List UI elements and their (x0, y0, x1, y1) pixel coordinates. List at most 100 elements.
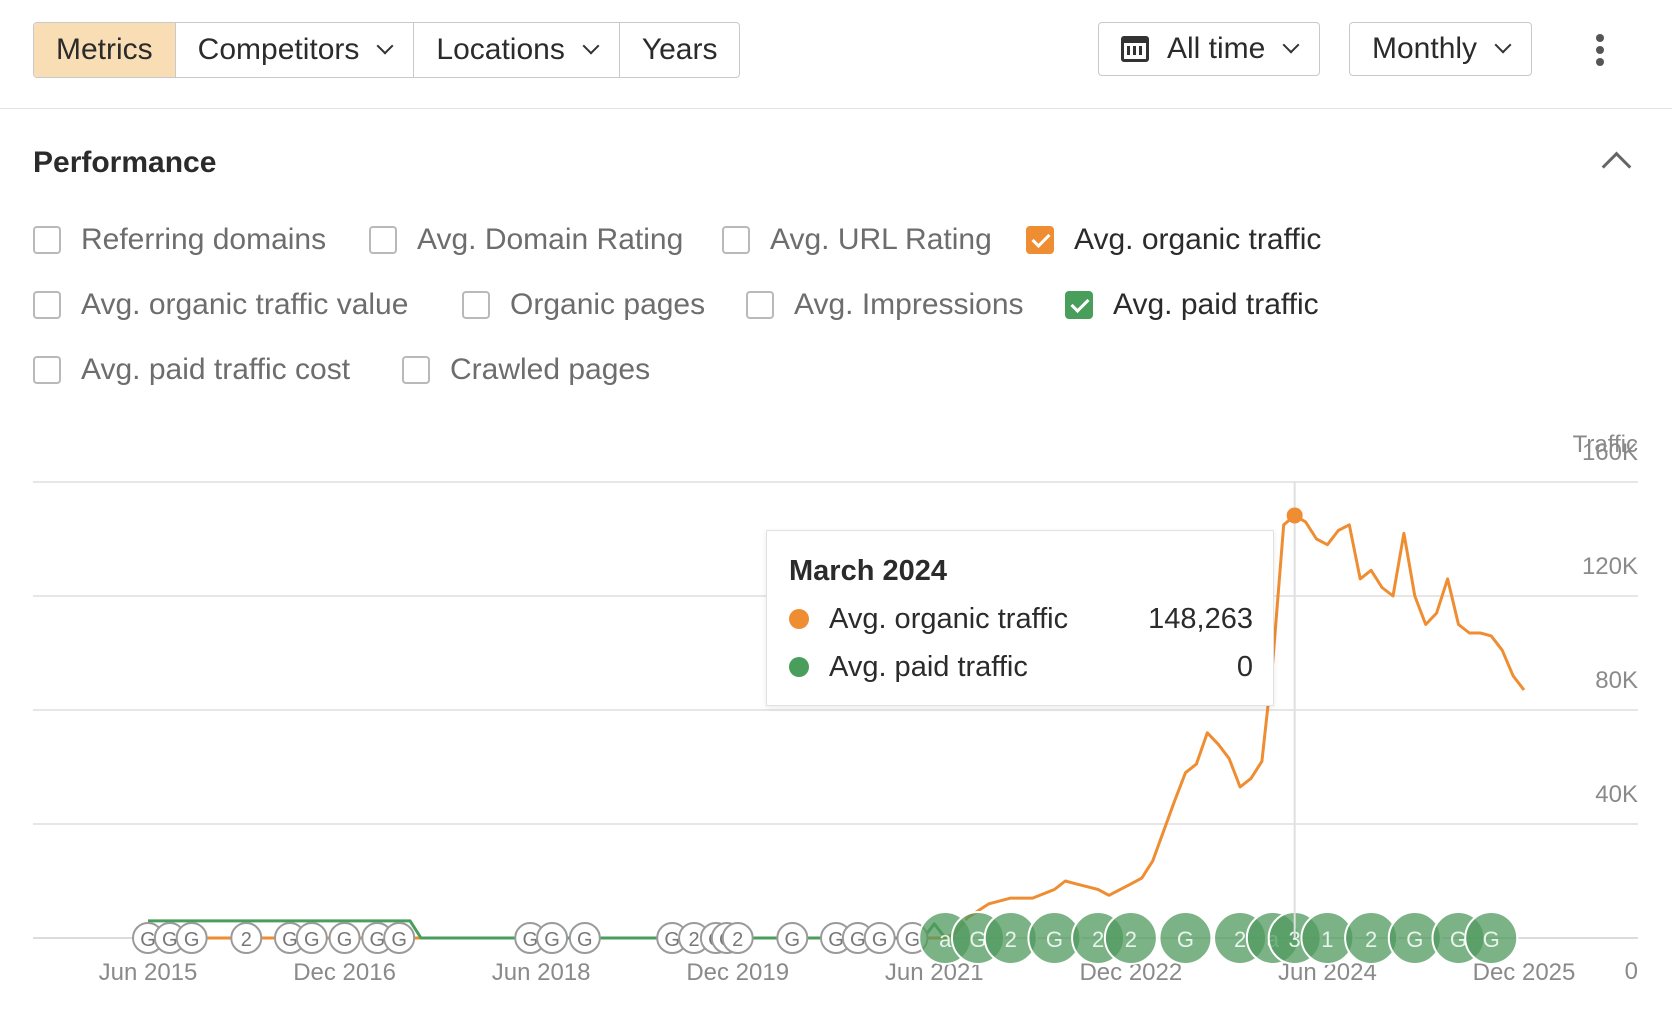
svg-text:G: G (162, 929, 178, 951)
chevron-down-icon (1494, 36, 1512, 54)
svg-text:G: G (391, 929, 407, 951)
checkbox-label: Crawled pages (450, 353, 651, 386)
svg-text:G: G (850, 929, 866, 951)
svg-text:G: G (184, 929, 200, 951)
svg-text:G: G (140, 929, 156, 951)
svg-text:G: G (1406, 927, 1423, 952)
svg-text:1: 1 (1321, 927, 1333, 952)
checkbox-box[interactable] (1026, 226, 1054, 254)
annotation-marker: G (820, 922, 852, 954)
hover-point (1286, 507, 1303, 524)
svg-text:3: 3 (1289, 927, 1301, 952)
svg-text:G: G (1450, 927, 1467, 952)
annotation-marker: 2 (721, 922, 754, 954)
y-tick-label: 120K (1582, 553, 1638, 580)
paid-dot-icon (789, 657, 809, 677)
metric-tabs: Metrics Competitors Locations Years (33, 22, 741, 78)
x-tick-label: Jun 2018 (492, 959, 591, 986)
checkbox-avg-url-rating[interactable]: Avg. URL Rating (722, 223, 992, 257)
checkbox-label: Referring domains (81, 223, 327, 256)
tab-competitors-label: Competitors (197, 33, 360, 66)
checkbox-avg-domain-rating[interactable]: Avg. Domain Rating (369, 223, 683, 257)
toolbar: Metrics Competitors Locations Years All … (0, 0, 1672, 109)
chevron-up-icon[interactable] (1601, 151, 1632, 182)
period-dropdown[interactable]: All time (1098, 22, 1321, 76)
checkbox-box[interactable] (33, 356, 61, 384)
svg-text:2: 2 (688, 929, 699, 951)
annotation-marker: G (776, 922, 809, 954)
tooltip-value: 0 (1236, 650, 1253, 683)
checkbox-avg-organic-traffic-value[interactable]: Avg. organic traffic value (33, 288, 408, 322)
svg-text:G: G (872, 929, 888, 951)
svg-text:G: G (304, 929, 320, 951)
checkbox-label: Avg. URL Rating (770, 223, 992, 256)
annotation-marker: G (656, 922, 689, 954)
y-tick-label: 40K (1595, 781, 1638, 808)
annotation-marker: G (328, 922, 361, 954)
period-label: All time (1167, 32, 1266, 65)
checkbox-avg-paid-traffic[interactable]: Avg. paid traffic (1065, 288, 1319, 322)
checkbox-label: Avg. organic traffic value (81, 288, 409, 321)
checkbox-box[interactable] (402, 356, 430, 384)
checkbox-label: Avg. Domain Rating (417, 223, 684, 256)
annotation-marker: 2 (983, 911, 1038, 965)
y-tick-label: 160K (1582, 439, 1638, 466)
annotation-marker: G (132, 922, 164, 954)
svg-text:G: G (828, 929, 844, 951)
organic-dot-icon (789, 609, 809, 629)
annotation-marker: G (536, 922, 569, 954)
tab-competitors[interactable]: Competitors (176, 23, 415, 77)
checkbox-box[interactable] (33, 291, 61, 319)
checkbox-crawled-pages[interactable]: Crawled pages (402, 353, 650, 387)
annotation-marker: 2 (1103, 911, 1158, 965)
checkbox-organic-pages[interactable]: Organic pages (462, 288, 705, 322)
svg-text:2: 2 (241, 929, 252, 951)
tab-locations[interactable]: Locations (414, 23, 620, 77)
annotation-marker: G (175, 922, 208, 954)
svg-text:G: G (785, 929, 801, 951)
tab-metrics[interactable]: Metrics (34, 23, 176, 77)
checkbox-box[interactable] (722, 226, 750, 254)
x-tick-label: Dec 2019 (686, 959, 789, 986)
svg-text:G: G (1046, 927, 1063, 952)
checkbox-label: Organic pages (510, 288, 706, 321)
x-axis: Jun 2015 Dec 2016 Jun 2018 Dec 2019 Jun 2021… (99, 959, 1576, 986)
checkbox-box[interactable] (462, 291, 490, 319)
tab-years[interactable]: Years (620, 23, 740, 77)
svg-text:G: G (522, 929, 538, 951)
annotation-marker: G (273, 922, 306, 954)
annotation-marker: 2 (230, 922, 263, 954)
x-tick-label: Jun 2015 (99, 959, 198, 986)
checkbox-box[interactable] (369, 226, 397, 254)
checkbox-avg-impressions[interactable]: Avg. Impressions (746, 288, 1024, 322)
tooltip-title: March 2024 (789, 555, 947, 587)
y-tick-label: 80K (1595, 667, 1638, 694)
tooltip-value: 148,263 (1148, 602, 1253, 635)
section-title: Performance (33, 146, 217, 179)
y-axis-label: Traffic (1573, 431, 1638, 458)
checkbox-box[interactable] (1065, 291, 1093, 319)
chevron-down-icon (582, 37, 600, 55)
annotation-marker: G (514, 922, 547, 954)
checkbox-referring-domains[interactable]: Referring domains (33, 223, 326, 257)
calendar-icon (1121, 36, 1149, 62)
svg-text:G: G (282, 929, 298, 951)
svg-text:2: 2 (732, 929, 743, 951)
more-options-icon[interactable] (1592, 34, 1608, 68)
annotation-marker: G (295, 922, 328, 954)
tooltip-row-paid: Avg. paid traffic 0 (789, 649, 1253, 685)
svg-text:G: G (1483, 927, 1500, 952)
checkbox-avg-paid-traffic-cost[interactable]: Avg. paid traffic cost (33, 353, 350, 387)
svg-text:G: G (905, 929, 921, 951)
annotation-marker: G (1464, 911, 1519, 965)
checkbox-box[interactable] (746, 291, 774, 319)
annotation-marker: G (153, 922, 186, 954)
chevron-down-icon (376, 37, 394, 55)
svg-text:G: G (577, 929, 593, 951)
interval-dropdown[interactable]: Monthly (1349, 22, 1533, 76)
checkbox-avg-organic-traffic[interactable]: Avg. organic traffic (1026, 223, 1321, 257)
tab-metrics-label: Metrics (56, 33, 153, 66)
annotation-marker: G (863, 922, 896, 954)
checkbox-box[interactable] (33, 226, 61, 254)
